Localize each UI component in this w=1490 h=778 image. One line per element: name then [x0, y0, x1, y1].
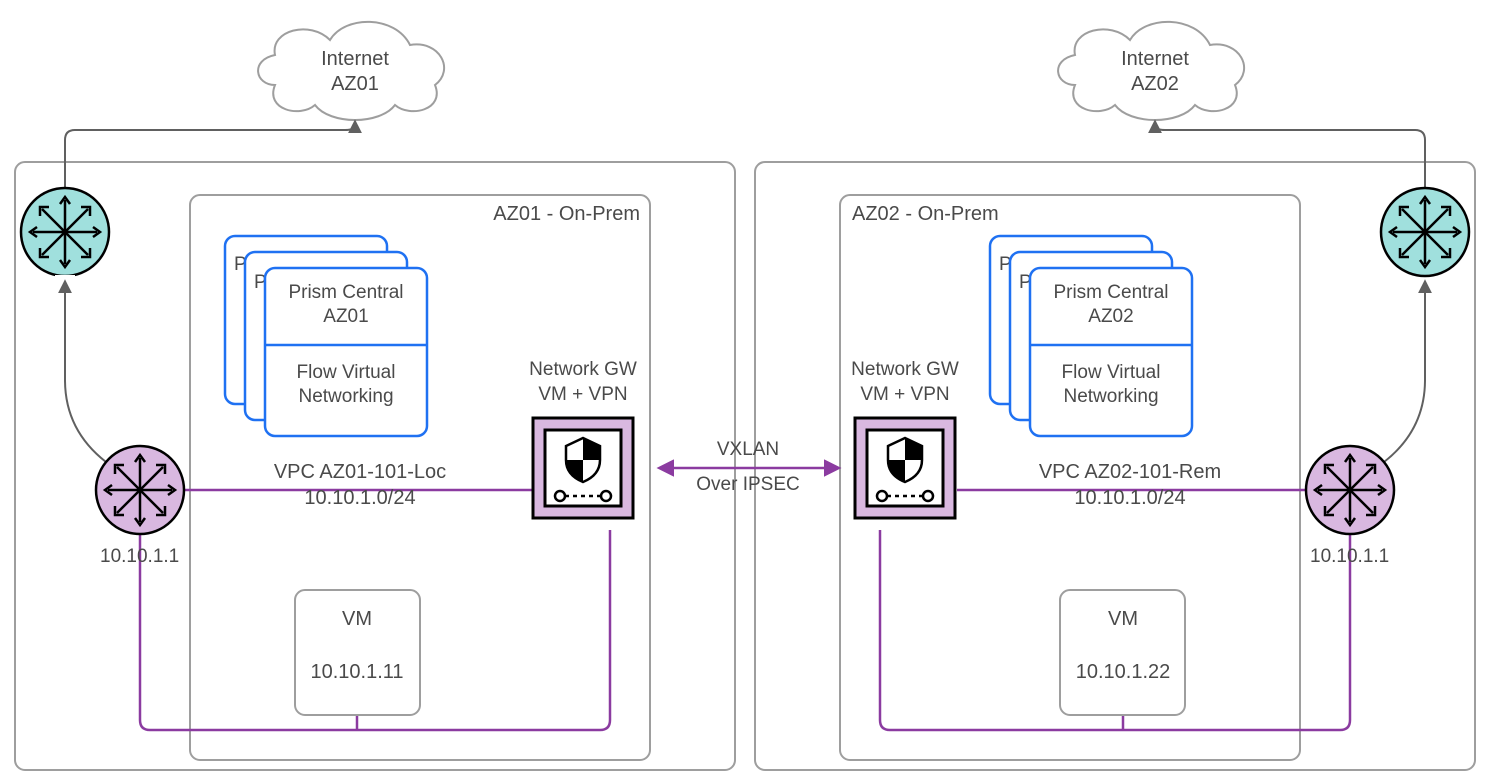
svg-text:Network GW: Network GW — [851, 359, 959, 380]
cloud-left-label2: AZ01 — [331, 73, 379, 95]
svg-text:VM + VPN: VM + VPN — [538, 384, 627, 405]
router-teal-left — [21, 188, 109, 276]
svg-text:VM: VM — [1108, 608, 1138, 630]
router-teal-right — [1381, 188, 1469, 276]
svg-text:Networking: Networking — [298, 386, 393, 407]
vpc-label-left-1: VPC AZ01-101-Loc — [274, 461, 446, 483]
cloud-right-label2: AZ02 — [1131, 73, 1179, 95]
vpc-label-left-2: 10.10.1.0/24 — [304, 487, 415, 509]
vm-box-left: VM 10.10.1.11 — [295, 590, 420, 715]
svg-text:10.10.1.11: 10.10.1.11 — [310, 661, 403, 683]
router-purple-left: 10.10.1.1 — [96, 446, 184, 567]
connector-router-cloud-left — [65, 122, 355, 190]
svg-text:AZ01: AZ01 — [323, 306, 368, 327]
gateway-right: Network GW VM + VPN — [851, 359, 959, 518]
vxlan-label1: VXLAN — [717, 439, 779, 460]
vpc-label-right-2: 10.10.1.0/24 — [1074, 487, 1185, 509]
svg-text:Flow Virtual: Flow Virtual — [297, 362, 396, 383]
svg-text:Networking: Networking — [1063, 386, 1158, 407]
cloud-right-label1: Internet — [1121, 48, 1189, 70]
svg-text:Prism Central: Prism Central — [288, 282, 403, 303]
inner-box-left-title: AZ01 - On-Prem — [493, 203, 640, 225]
vm-box-right: VM 10.10.1.22 — [1060, 590, 1185, 715]
vpc-label-right-1: VPC AZ02-101-Rem — [1039, 461, 1221, 483]
gateway-left: Network GW VM + VPN — [529, 359, 637, 518]
svg-text:AZ02: AZ02 — [1088, 306, 1133, 327]
svg-text:10.10.1.22: 10.10.1.22 — [1076, 661, 1171, 683]
cloud-left-label1: Internet — [321, 48, 389, 70]
svg-text:VM + VPN: VM + VPN — [860, 384, 949, 405]
connector-purple-teal-right — [1384, 282, 1425, 462]
svg-text:Network GW: Network GW — [529, 359, 637, 380]
svg-text:VM: VM — [342, 608, 372, 630]
network-diagram: AZ01 - On-Prem AZ02 - On-Prem Internet A… — [0, 0, 1490, 778]
router-purple-right-ip: 10.10.1.1 — [1310, 546, 1389, 567]
router-purple-right: 10.10.1.1 — [1306, 446, 1394, 567]
inner-box-right-title: AZ02 - On-Prem — [852, 203, 999, 225]
prism-stack-left: P P Prism Central AZ01 Flow Virtual Netw… — [225, 236, 427, 436]
connector-router-cloud-right — [1155, 122, 1425, 190]
vxlan-label2: Over IPSEC — [696, 474, 799, 495]
svg-text:Flow Virtual: Flow Virtual — [1062, 362, 1161, 383]
prism-stack-right: P P Prism Central AZ02 Flow Virtual Netw… — [990, 236, 1192, 436]
cloud-left: Internet AZ01 — [258, 22, 444, 120]
cloud-right: Internet AZ02 — [1058, 22, 1244, 120]
svg-text:Prism Central: Prism Central — [1053, 282, 1168, 303]
router-purple-left-ip: 10.10.1.1 — [100, 546, 179, 567]
